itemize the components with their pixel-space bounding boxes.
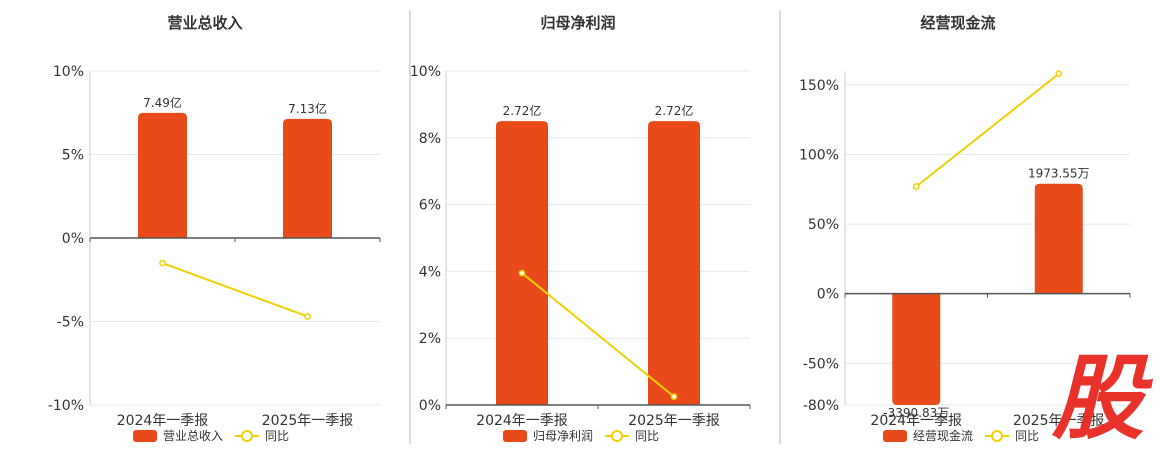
- series-line-同比: [162, 262, 308, 318]
- bar: [283, 118, 332, 238]
- y-tick-label: -80%: [803, 398, 839, 414]
- line-point: [159, 259, 166, 267]
- chart-panel-1: 营业总收入 10% 5% 0% -5% -10% 7.49亿 7.13亿 2024年一季报 202…: [48, 14, 381, 443]
- y-tick-label: 10%: [410, 64, 441, 80]
- line-point: [518, 269, 526, 277]
- x-category-label: 2025年一季报: [262, 413, 354, 429]
- legend-label-bar: 营业总收入: [163, 429, 223, 443]
- data-label: 7.49亿: [143, 95, 182, 110]
- y-tick-label: -5%: [57, 315, 84, 331]
- legend-bar-swatch: [133, 430, 157, 442]
- y-tick-label: -50%: [803, 356, 839, 372]
- series-line-同比: [521, 272, 675, 398]
- legend-label-line: 同比: [1015, 429, 1039, 443]
- series-line-同比: [915, 72, 1060, 188]
- bar: [892, 293, 941, 405]
- data-label: -3390.83万: [883, 406, 949, 420]
- legend-line-marker: [611, 430, 623, 442]
- y-tick-label: 0%: [419, 398, 441, 414]
- y-tick-label: 0%: [62, 231, 84, 247]
- data-label: 1973.55万: [1028, 167, 1090, 181]
- x-category-label: 2024年一季报: [870, 413, 962, 429]
- legend-label-line: 同比: [265, 429, 289, 443]
- watermark-logo: 股: [1051, 345, 1153, 450]
- bar: [496, 121, 548, 405]
- y-tick-label: 8%: [419, 131, 441, 147]
- legend-line-marker: [991, 430, 1003, 442]
- line-point: [912, 183, 920, 190]
- y-tick-label: 50%: [808, 217, 839, 233]
- y-tick-label: 10%: [53, 64, 84, 80]
- legend-bar-swatch: [503, 430, 527, 442]
- y-tick-label: 0%: [817, 287, 839, 303]
- data-label: 7.13亿: [288, 101, 327, 116]
- bar: [648, 121, 700, 405]
- y-tick-label: 150%: [799, 78, 839, 94]
- x-category-label: 2025年一季报: [628, 413, 720, 429]
- bar: [1034, 183, 1083, 294]
- legend-bar-swatch: [883, 430, 907, 442]
- legend-label-line: 同比: [635, 429, 659, 443]
- data-label: 2.72亿: [655, 103, 694, 118]
- data-label: 2.72亿: [503, 103, 542, 118]
- line-point: [1055, 70, 1063, 78]
- line-point: [670, 393, 678, 400]
- chart-panel-2: 归母净利润 10% 8% 6% 4% 2% 0% 2.72亿 2.72亿 2024年一季报 2025…: [410, 14, 751, 443]
- legend-label-bar: 归母净利润: [533, 429, 593, 443]
- y-tick-label: 6%: [419, 198, 441, 214]
- y-tick-label: 2%: [419, 331, 441, 347]
- chart-title: 经营现金流: [920, 14, 995, 32]
- line-point: [304, 313, 311, 320]
- chart-panel-3: 经营现金流 150% 100% 50% 0% -50% -80% -3390.83万 1973.…: [799, 14, 1131, 443]
- bar: [138, 112, 187, 238]
- x-category-label: 2025年一季报: [1013, 413, 1105, 429]
- y-tick-label: -10%: [48, 398, 84, 414]
- y-tick-label: 4%: [419, 264, 441, 280]
- y-tick-label: 100%: [799, 148, 839, 164]
- chart-title: 营业总收入: [167, 14, 242, 32]
- chart-title: 归母净利润: [540, 14, 615, 32]
- legend-label-bar: 经营现金流: [913, 428, 973, 443]
- x-category-label: 2024年一季报: [117, 413, 209, 429]
- x-category-label: 2024年一季报: [476, 413, 568, 429]
- y-tick-label: 5%: [62, 148, 84, 164]
- legend-line-marker: [241, 430, 253, 442]
